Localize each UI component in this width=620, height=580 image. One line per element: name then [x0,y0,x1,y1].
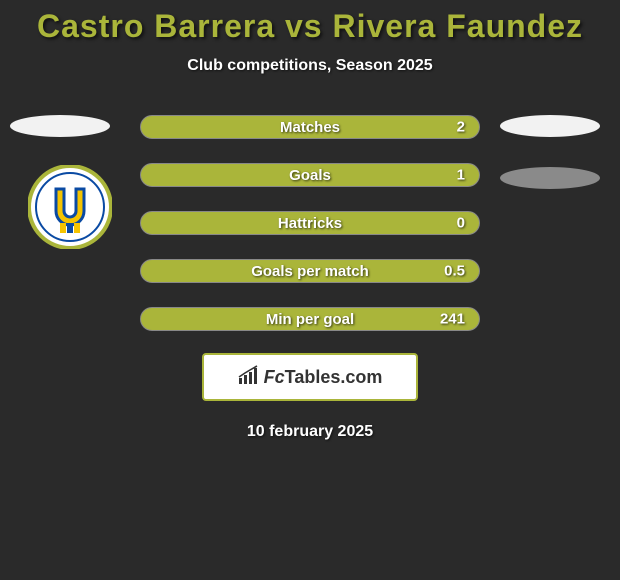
logo-prefix: Fc [264,367,285,387]
stat-value: 1 [457,167,465,184]
player-right-marker [500,167,600,189]
stat-bar: Matches 2 [140,115,480,139]
stat-label: Goals per match [251,263,369,280]
player-left-marker [10,115,110,137]
stat-bar: Hattricks 0 [140,211,480,235]
stat-bar: Goals 1 [140,163,480,187]
stat-label: Matches [280,119,340,136]
stat-value: 0.5 [444,263,465,280]
page-subtitle: Club competitions, Season 2025 [187,57,432,75]
stat-bar: Goals per match 0.5 [140,259,480,283]
chart-icon [238,365,260,390]
logo-text: FcTables.com [264,367,383,388]
stat-value: 0 [457,215,465,232]
date-label: 10 february 2025 [247,423,373,441]
fctables-logo: FcTables.com [202,353,418,401]
stat-bar: Min per goal 241 [140,307,480,331]
player-right-marker [500,115,600,137]
club-badge [28,165,112,249]
stat-value: 2 [457,119,465,136]
stat-label: Hattricks [278,215,342,232]
stat-label: Min per goal [266,311,354,328]
stat-label: Goals [289,167,331,184]
comparison-chart: Matches 2 Goals 1 Hattricks 0 Goals per match 0… [0,115,620,331]
logo-suffix: Tables.com [285,367,383,387]
stat-value: 241 [440,311,465,328]
page-title: Castro Barrera vs Rivera Faundez [37,8,583,45]
